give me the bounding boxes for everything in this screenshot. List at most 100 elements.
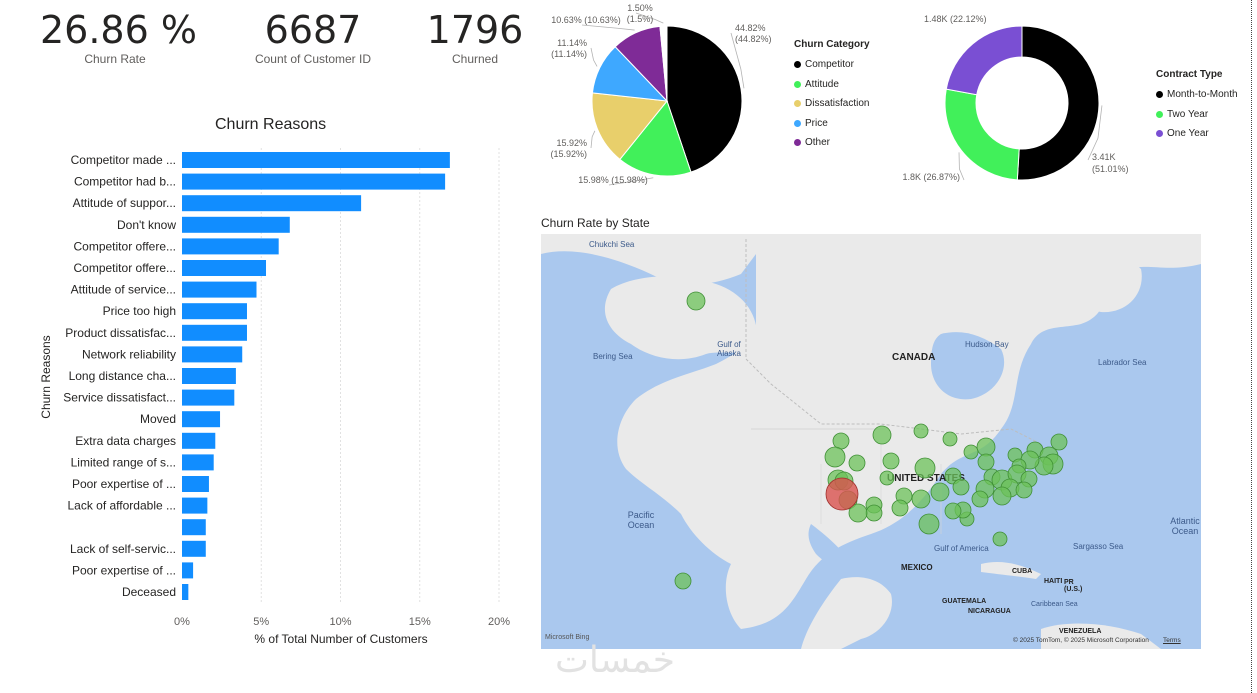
leader-line <box>590 130 596 149</box>
bar[interactable] <box>182 173 446 190</box>
x-tick-label: 0% <box>174 616 190 628</box>
state-bubble[interactable] <box>911 489 931 509</box>
state-bubble[interactable] <box>942 431 958 447</box>
bar[interactable] <box>182 195 362 212</box>
map-label-caribbean: Caribbean Sea <box>1031 601 1078 608</box>
state-bubble[interactable] <box>891 499 909 517</box>
map-bubbles[interactable] <box>541 234 1201 649</box>
state-bubble[interactable] <box>977 453 995 471</box>
state-bubble[interactable] <box>952 478 970 496</box>
state-bubble[interactable] <box>848 454 866 472</box>
state-bubble[interactable] <box>1015 481 1033 499</box>
legend-dot <box>794 61 801 69</box>
map-copyright: © 2025 TomTom, © 2025 Microsoft Corporat… <box>1013 637 1149 644</box>
state-bubble[interactable] <box>992 531 1008 547</box>
pie-slice[interactable] <box>591 92 668 161</box>
state-bubble[interactable] <box>976 437 996 457</box>
legend-item-competitor[interactable]: Competitor <box>794 55 870 75</box>
bar[interactable] <box>182 324 247 341</box>
churn-category-pie[interactable]: 44.82%(44.82%) 15.98% (15.98%) 15.92%(15.9… <box>545 0 785 190</box>
bar[interactable] <box>182 476 209 492</box>
state-bubble[interactable] <box>848 503 868 523</box>
leader-line <box>581 24 635 31</box>
y-axis-title: Churn Reasons <box>39 335 53 418</box>
state-bubble[interactable] <box>686 291 706 311</box>
kpi-value: 6687 <box>264 8 362 52</box>
legend-item-other[interactable]: Other <box>794 133 870 153</box>
donut-slice[interactable] <box>944 88 1020 181</box>
state-bubble[interactable] <box>944 502 962 520</box>
donut-slice[interactable] <box>1016 25 1100 181</box>
state-bubble[interactable] <box>914 457 936 479</box>
state-bubble[interactable] <box>832 432 850 450</box>
bar[interactable] <box>182 562 194 579</box>
map-label-sargasso: Sargasso Sea <box>1073 542 1124 551</box>
map-label-us: UNITED STATES <box>887 473 965 484</box>
legend-item-price[interactable]: Price <box>794 114 870 134</box>
state-bubble-highlight[interactable] <box>825 477 859 511</box>
churn-reasons-chart[interactable]: 0% 5% 10% 15% 20% Competitor made ... Competit… <box>0 140 530 655</box>
legend-item-two-year[interactable]: Two Year <box>1156 105 1238 125</box>
legend-dot <box>794 119 801 127</box>
state-bubble[interactable] <box>971 490 989 508</box>
state-bubble[interactable] <box>963 444 979 460</box>
bar[interactable] <box>182 238 279 255</box>
bar[interactable] <box>182 411 221 428</box>
y-tick-label: Competitor offere... <box>74 261 177 275</box>
pie-slice[interactable] <box>666 25 743 173</box>
legend-dot <box>1156 91 1163 99</box>
data-label: (11.14%) <box>551 49 587 59</box>
state-bubble[interactable] <box>674 572 692 590</box>
state-bubble[interactable] <box>882 452 900 470</box>
pie-slice[interactable] <box>619 99 692 177</box>
legend-dot <box>1156 130 1163 138</box>
bar[interactable] <box>182 584 189 600</box>
state-bubble[interactable] <box>1050 433 1068 451</box>
legend-label: Price <box>805 117 828 129</box>
state-bubble[interactable] <box>992 486 1012 506</box>
map-label-pacific: Pacific Ocean <box>627 510 655 530</box>
churn-reasons-title: Churn Reasons <box>215 116 327 133</box>
state-bubble[interactable] <box>879 470 895 486</box>
bar[interactable] <box>182 497 208 514</box>
y-tick-label: Attitude of suppor... <box>73 196 176 210</box>
state-bubble[interactable] <box>824 446 846 468</box>
bar[interactable] <box>182 389 235 406</box>
legend-item-one-year[interactable]: One Year <box>1156 124 1238 144</box>
bar[interactable] <box>182 540 206 557</box>
pie-slice[interactable] <box>659 25 668 102</box>
bar[interactable] <box>182 281 257 298</box>
bar[interactable] <box>182 303 247 320</box>
state-bubble[interactable] <box>930 482 950 502</box>
bar[interactable] <box>182 432 216 449</box>
map-terms-link[interactable]: Terms <box>1163 637 1181 644</box>
page-divider <box>1251 0 1252 693</box>
legend-title: Churn Category <box>794 39 870 50</box>
legend-label: One Year <box>1167 128 1209 140</box>
contract-type-donut[interactable]: 3.41K (51.01%) 1.8K (26.87%) 1.48K (22.12%) <box>900 0 1150 195</box>
bar[interactable] <box>182 346 243 363</box>
bar[interactable] <box>182 260 267 276</box>
legend-item-dissatisfaction[interactable]: Dissatisfaction <box>794 94 870 114</box>
y-tick-label: Network reliability <box>82 347 176 361</box>
y-tick-label: Limited range of s... <box>71 455 176 469</box>
state-bubble[interactable] <box>918 513 940 535</box>
state-bubble[interactable] <box>872 425 892 445</box>
kpi-label: Count of Customer ID <box>254 52 372 66</box>
bar[interactable] <box>182 519 206 536</box>
legend-item-attitude[interactable]: Attitude <box>794 75 870 95</box>
bar[interactable] <box>182 216 290 233</box>
donut-slice[interactable] <box>945 25 1023 96</box>
map-label-chukchi: Chukchi Sea <box>589 240 635 249</box>
state-bubble[interactable] <box>865 504 883 522</box>
y-tick-label: Attitude of service... <box>71 283 176 297</box>
y-tick-label: Long distance cha... <box>69 369 176 383</box>
state-bubble[interactable] <box>913 423 929 439</box>
churn-map[interactable]: Chukchi Sea Bering Sea Gulf of Alaska CA… <box>541 234 1201 649</box>
y-tick-label: Service dissatisfact... <box>63 391 176 405</box>
kpi-customer-count: 6687 Count of Customer ID <box>238 8 388 66</box>
legend-item-month-to-month[interactable]: Month-to-Month <box>1156 85 1238 105</box>
bar[interactable] <box>182 454 214 471</box>
bar[interactable] <box>182 368 236 384</box>
bar[interactable] <box>182 152 450 168</box>
